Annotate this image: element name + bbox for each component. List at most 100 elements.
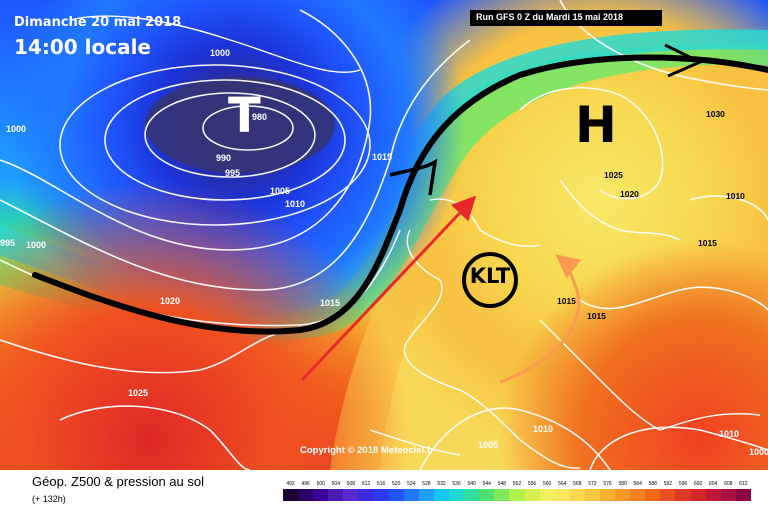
scale-step-swatch [343,489,359,501]
isobar-label: 1000 [749,447,768,457]
isobar-label: 995 [225,168,241,178]
scale-step-label: 584 [630,480,646,488]
forecast-date: Dimanche 20 mai 2018 [14,15,182,30]
scale-step: 508 [343,480,359,502]
scale-step: 504 [328,480,344,502]
scale-step: 560 [539,480,555,502]
isobar-label: 1020 [620,189,639,199]
isobar-label: 1000 [210,48,231,58]
scale-step-label: 508 [343,480,359,488]
low-pressure-symbol: T [228,88,261,144]
scale-step: 580 [615,480,631,502]
legend-title: Géop. Z500 & pression au sol [32,474,204,489]
legend-subtitle: (+ 132h) [32,494,66,504]
isobar-label: 1000 [6,124,27,134]
scale-step: 564 [554,480,570,502]
scale-step-label: 524 [403,480,419,488]
isobar-label: 1010 [285,199,306,209]
jet-stream-line [32,54,768,335]
isobar-label: 1015 [372,152,393,162]
scale-step-label: 572 [584,480,600,488]
scale-step-swatch [720,489,736,501]
jet-arrowhead-mid [389,158,438,196]
scale-step: 612 [735,480,751,502]
scale-step-swatch [494,489,510,501]
isobar-label: 1015 [320,298,341,308]
scale-step-swatch [449,489,465,501]
isobar-label: 1015 [698,238,717,248]
scale-step: 516 [373,480,389,502]
scale-step: 552 [509,480,525,502]
scale-step: 556 [524,480,540,502]
scale-step-label: 520 [388,480,404,488]
scale-step-label: 600 [690,480,706,488]
scale-step-label: 540 [464,480,480,488]
scale-step-label: 528 [418,480,434,488]
scale-step-label: 596 [675,480,691,488]
isobar-label: 1020 [160,296,181,306]
scale-step: 496 [298,480,314,502]
isobar-label: 1010 [726,191,745,201]
scale-step-label: 504 [328,480,344,488]
scale-step-swatch [615,489,631,501]
scale-step-swatch [599,489,616,501]
isobar-label: 1015 [557,296,576,306]
scale-step: 600 [690,480,706,502]
orange-flow-arrow [499,254,582,384]
jet-arrowhead-east [664,43,704,78]
isobar-label: 1000 [26,240,47,250]
scale-step: 576 [599,480,616,502]
run-info: Run GFS 0 Z du Mardi 15 mai 2018 [476,12,624,22]
scale-step-swatch [554,489,570,501]
high-pressure-symbol: H [575,96,617,154]
scale-step-label: 552 [509,480,525,488]
scale-step: 584 [630,480,646,502]
scale-step: 520 [388,480,404,502]
scale-step: 548 [494,480,510,502]
scale-step: 568 [569,480,585,502]
scale-step-label: 500 [313,480,329,488]
station-marker-circle [462,252,518,308]
scale-step-swatch [509,489,525,501]
isobar-label: 1010 [533,424,554,434]
scale-step: 608 [720,480,736,502]
scale-step-swatch [690,489,706,501]
scale-step-swatch [358,489,374,501]
scale-step: 492 [283,480,299,502]
scale-step-label: 544 [479,480,495,488]
scale-step-label: 604 [705,480,721,488]
scale-step-swatch [660,489,676,501]
scale-step-label: 556 [524,480,540,488]
scale-step: 572 [584,480,600,502]
southeast-heat [0,0,768,470]
scale-step-label: 580 [615,480,631,488]
forecast-time: 14:00 locale [14,35,151,59]
synoptic-map: Dimanche 20 mai 2018 14:00 locale Run GF… [0,0,768,470]
scale-step-label: 608 [720,480,736,488]
scale-step-label: 564 [554,480,570,488]
scale-step-swatch [630,489,646,501]
scale-step: 536 [449,480,465,502]
red-flow-arrow [300,195,477,382]
map-canvas [0,0,768,470]
scale-step-swatch [569,489,585,501]
scale-step: 532 [433,480,450,502]
scale-step-swatch [464,489,480,501]
scale-step: 604 [705,480,721,502]
scale-step-swatch [524,489,540,501]
scale-step-swatch [675,489,691,501]
scale-step-swatch [584,489,600,501]
scale-step-swatch [645,489,661,501]
run-info-box [470,10,662,26]
isobar-label: 1030 [706,109,725,119]
station-label: KLT [469,264,511,288]
scale-step: 500 [313,480,329,502]
scale-step-label: 496 [298,480,314,488]
scale-step: 596 [675,480,691,502]
scale-step-label: 548 [494,480,510,488]
scale-step-swatch [705,489,721,501]
isobar-label: 1005 [478,440,499,450]
scale-step-label: 560 [539,480,555,488]
scale-step-label: 576 [599,480,616,488]
